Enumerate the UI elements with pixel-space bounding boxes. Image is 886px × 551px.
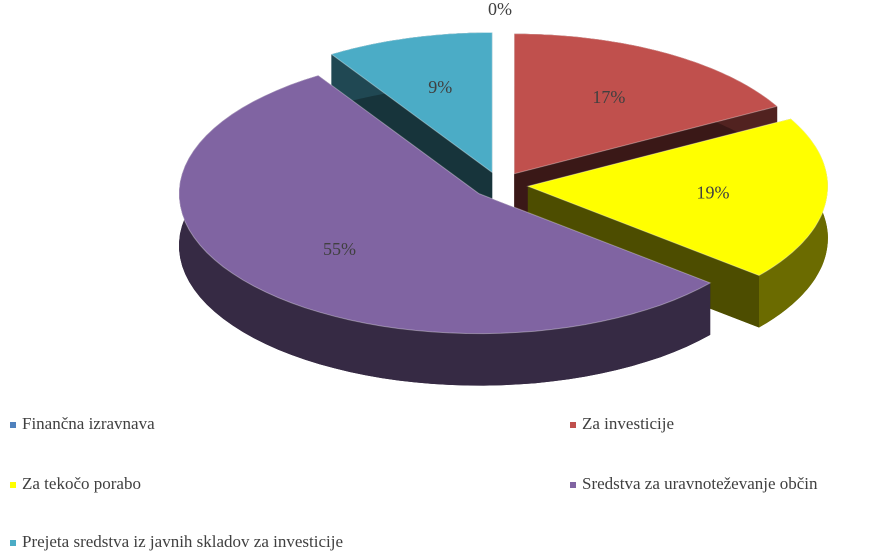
slice [178, 74, 712, 386]
slice [513, 33, 779, 226]
legend-swatch [10, 422, 16, 428]
slice-top [513, 33, 779, 175]
data-label: 17% [592, 87, 625, 107]
legend-label: Prejeta sredstva iz javnih skladov za in… [22, 532, 343, 551]
slice-side [179, 75, 711, 386]
slice [526, 118, 829, 328]
legend-swatch [570, 482, 576, 488]
slice-top [330, 32, 493, 174]
data-label: 0% [488, 0, 512, 19]
data-label: 9% [428, 77, 452, 97]
legend-swatch [10, 482, 16, 488]
legend-label: Sredstva za uravnoteževanje občin [582, 474, 818, 493]
data-label: 55% [323, 239, 356, 259]
legend-label: Za tekočo porabo [22, 474, 141, 493]
data-label: 19% [697, 183, 730, 203]
legend-label: Za investicije [582, 414, 674, 433]
slice-top [178, 74, 712, 335]
legend-label: Finančna izravnava [22, 414, 155, 433]
slice-top [526, 118, 829, 277]
legend-swatch [10, 540, 16, 546]
legend-swatch [570, 422, 576, 428]
